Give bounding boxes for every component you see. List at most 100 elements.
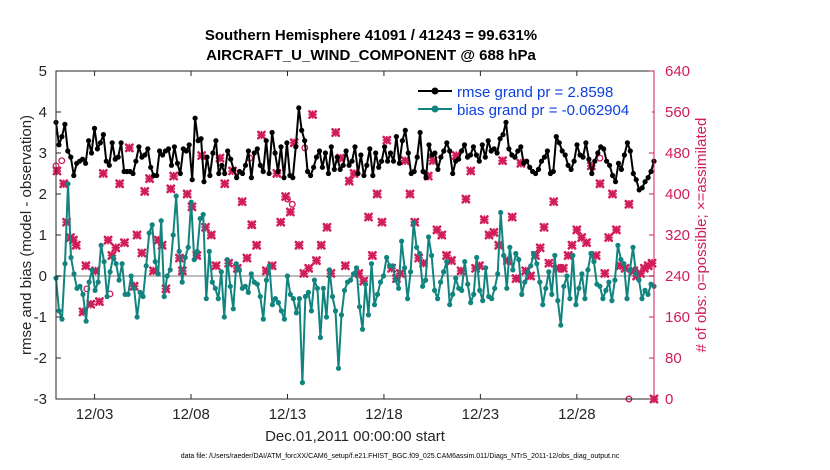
bias-point [465,281,471,287]
obs-assimilated-marker [349,169,359,178]
bias-point [173,193,179,199]
obs-assimilated-marker [242,253,252,263]
obs-assimilated-marker [316,240,326,250]
rmse-point [621,152,628,158]
obs-assimilated-marker [535,243,545,253]
rmse-point [198,136,204,142]
rmse-point [506,146,512,152]
bias-point [197,216,203,222]
obs-assimilated-marker [377,217,387,227]
bias-point [393,277,399,283]
obs-assimilated-marker [103,235,113,245]
y2-tick-label: 560 [665,104,690,121]
obs-possible-marker [288,200,296,208]
bias-point [155,271,161,277]
bias-point [426,234,432,240]
bias-point [119,261,125,267]
rmse-point [165,146,172,152]
bias-point [287,291,293,297]
rmse-point [538,158,545,164]
rmse-point [485,138,491,144]
bias-point [513,250,519,257]
rmse-point [290,175,296,181]
y2-tick-label: 480 [665,145,690,162]
bias-point [444,259,450,265]
bias-point [257,293,263,300]
bias-point [326,267,333,273]
y-axis-label: rmse and bias (model - observation) [18,115,35,355]
rmse-point [154,172,160,179]
rmse-point [476,158,482,164]
rmse-point [402,127,408,133]
bias-point [269,302,275,308]
rmse-point [361,172,367,179]
bias-point [645,291,651,297]
rmse-point [254,146,260,152]
chart-title-line2: AIRCRAFT_U_WIND_COMPONENT @ 688 hPa [206,47,536,64]
bias-point [540,302,546,308]
bias-point [281,316,287,322]
rmse-point [364,162,370,168]
bias-point [86,279,92,285]
obs-assimilated-marker [567,240,577,250]
obs-assimilated-marker [647,258,657,268]
rmse-point [491,146,497,152]
bias-point [200,211,206,218]
bias-point [320,285,326,291]
bias-point [447,302,453,308]
rmse-point [311,164,317,170]
bias-point [89,267,95,273]
rmse-point [405,150,411,156]
rmse-point [447,148,453,154]
rmse-point [319,164,325,170]
rmse-point [245,148,251,154]
obs-assimilated-marker [591,251,601,261]
rmse-point [633,177,639,183]
bias-point [284,273,290,279]
bias-point [98,242,104,248]
rmse-point [157,148,163,154]
rmse-point [177,170,183,177]
rmse-point [275,168,281,175]
bias-point [311,277,317,283]
bias-point [170,232,176,238]
rmse-point [109,140,115,146]
bias-point [353,265,360,271]
bias-point [302,293,308,300]
bias-point [600,296,606,302]
bias-point [233,261,239,267]
rmse-point [630,170,636,177]
bias-point [278,308,284,314]
obs-assimilated-marker [624,199,634,209]
rmse-point [86,138,92,144]
bias-point [275,300,281,306]
rmse-point [213,138,219,144]
bias-point [564,273,570,279]
x-tick-label: 12/23 [462,406,500,423]
rmse-point [183,148,189,154]
obs-assimilated-marker [544,258,554,268]
rmse-point [239,170,246,177]
bias-point [525,269,531,275]
bias-point [555,298,561,304]
rmse-point [248,175,254,181]
x-tick-label: 12/28 [558,406,596,423]
rmse-point [136,144,142,150]
bias-point [188,199,194,205]
rmse-point [352,144,358,150]
bias-point [341,287,348,293]
obs-assimilated-marker [211,261,221,271]
bias-point [408,269,414,275]
rmse-point [272,150,278,156]
obs-assimilated-marker [604,233,614,243]
y2-tick-label: 160 [665,309,690,326]
rmse-point [479,142,485,148]
bias-point [140,293,146,300]
bias-point [606,279,612,285]
bias-point [618,257,624,263]
rmse-point [189,177,195,183]
x-axis-label: Dec.01,2011 00:00:00 start [265,428,446,445]
rmse-point [456,156,462,162]
bias-point [317,334,323,341]
rmse-point [385,158,391,164]
